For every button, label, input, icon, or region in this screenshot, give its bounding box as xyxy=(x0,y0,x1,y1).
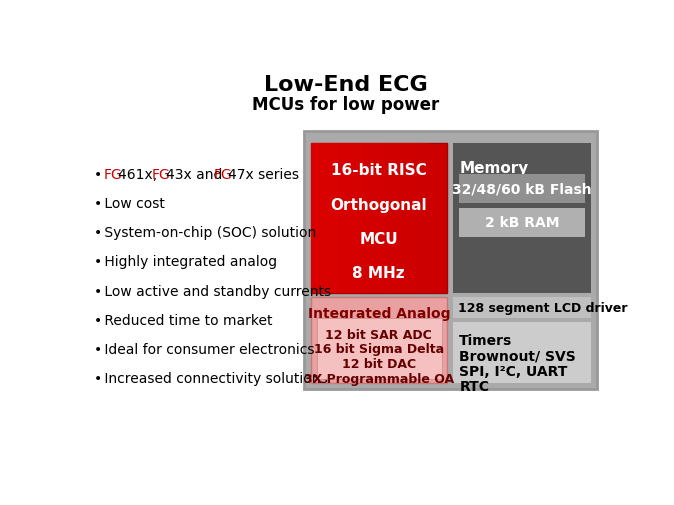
Text: 2 kB RAM: 2 kB RAM xyxy=(485,216,559,230)
FancyBboxPatch shape xyxy=(317,319,441,379)
Text: FG: FG xyxy=(103,167,122,181)
FancyBboxPatch shape xyxy=(327,143,332,293)
Text: 32/48/60 kB Flash: 32/48/60 kB Flash xyxy=(452,182,592,196)
FancyBboxPatch shape xyxy=(311,143,317,293)
FancyBboxPatch shape xyxy=(412,143,417,293)
FancyBboxPatch shape xyxy=(338,143,344,293)
FancyBboxPatch shape xyxy=(362,143,367,293)
Text: MCU: MCU xyxy=(359,232,398,247)
FancyBboxPatch shape xyxy=(346,143,352,293)
FancyBboxPatch shape xyxy=(369,143,375,293)
FancyBboxPatch shape xyxy=(342,143,348,293)
FancyBboxPatch shape xyxy=(453,322,591,383)
Text: Brownout/ SVS: Brownout/ SVS xyxy=(460,349,576,363)
Text: Timers: Timers xyxy=(460,333,513,347)
FancyBboxPatch shape xyxy=(365,143,371,293)
Text: Reduced time to market: Reduced time to market xyxy=(100,314,272,327)
Text: FG: FG xyxy=(152,167,171,181)
FancyBboxPatch shape xyxy=(319,143,324,293)
FancyBboxPatch shape xyxy=(453,143,591,293)
Text: System-on-chip (SOC) solution: System-on-chip (SOC) solution xyxy=(100,226,316,240)
Text: 12 bit SAR ADC: 12 bit SAR ADC xyxy=(326,328,432,341)
FancyBboxPatch shape xyxy=(460,208,585,237)
FancyBboxPatch shape xyxy=(305,131,597,389)
FancyBboxPatch shape xyxy=(460,174,585,204)
FancyBboxPatch shape xyxy=(396,143,402,293)
FancyBboxPatch shape xyxy=(400,143,406,293)
FancyBboxPatch shape xyxy=(389,143,394,293)
Text: SPI, I²C, UART: SPI, I²C, UART xyxy=(460,364,568,378)
Text: FG: FG xyxy=(213,167,232,181)
Text: 16-bit RISC: 16-bit RISC xyxy=(331,163,427,178)
Text: Memory: Memory xyxy=(460,161,528,175)
FancyBboxPatch shape xyxy=(311,297,447,383)
Text: 12 bit DAC: 12 bit DAC xyxy=(342,357,416,370)
FancyBboxPatch shape xyxy=(385,143,390,293)
Text: 43x and: 43x and xyxy=(166,167,227,181)
Text: Low cost: Low cost xyxy=(100,196,165,211)
FancyBboxPatch shape xyxy=(404,143,410,293)
FancyBboxPatch shape xyxy=(373,143,379,293)
Text: •: • xyxy=(94,196,102,211)
Text: RTC: RTC xyxy=(460,379,489,393)
Text: 461x,: 461x, xyxy=(118,167,161,181)
FancyBboxPatch shape xyxy=(334,143,340,293)
Text: 128 segment LCD driver: 128 segment LCD driver xyxy=(458,301,627,315)
FancyBboxPatch shape xyxy=(377,143,383,293)
FancyBboxPatch shape xyxy=(416,143,421,293)
FancyBboxPatch shape xyxy=(315,143,321,293)
Text: Integrated Analog: Integrated Analog xyxy=(307,307,450,320)
FancyBboxPatch shape xyxy=(331,143,336,293)
Text: •: • xyxy=(94,342,102,357)
Text: •: • xyxy=(94,372,102,386)
Text: Orthogonal: Orthogonal xyxy=(330,197,427,213)
Text: 16 bit Sigma Delta: 16 bit Sigma Delta xyxy=(313,342,443,356)
Text: •: • xyxy=(94,255,102,269)
Text: 47x series: 47x series xyxy=(228,167,299,181)
Text: •: • xyxy=(94,167,102,181)
Text: Low-End ECG: Low-End ECG xyxy=(264,75,427,95)
Text: Highly integrated analog: Highly integrated analog xyxy=(100,255,277,269)
FancyBboxPatch shape xyxy=(358,143,363,293)
Text: MCUs for low power: MCUs for low power xyxy=(252,96,439,114)
Text: Low active and standby currents: Low active and standby currents xyxy=(100,284,331,298)
FancyBboxPatch shape xyxy=(453,297,591,319)
Text: Ideal for consumer electronics: Ideal for consumer electronics xyxy=(100,342,315,357)
FancyBboxPatch shape xyxy=(424,143,429,293)
Text: •: • xyxy=(94,284,102,298)
FancyBboxPatch shape xyxy=(381,143,386,293)
FancyBboxPatch shape xyxy=(393,143,398,293)
FancyBboxPatch shape xyxy=(323,143,328,293)
FancyBboxPatch shape xyxy=(408,143,414,293)
Text: •: • xyxy=(94,226,102,240)
FancyBboxPatch shape xyxy=(350,143,355,293)
FancyBboxPatch shape xyxy=(311,143,447,293)
Text: Increased connectivity solutions: Increased connectivity solutions xyxy=(100,372,328,386)
FancyBboxPatch shape xyxy=(420,143,425,293)
FancyBboxPatch shape xyxy=(354,143,359,293)
Text: 3X Programmable OA: 3X Programmable OA xyxy=(304,372,454,385)
Text: •: • xyxy=(94,314,102,327)
Text: 8 MHz: 8 MHz xyxy=(353,265,405,280)
